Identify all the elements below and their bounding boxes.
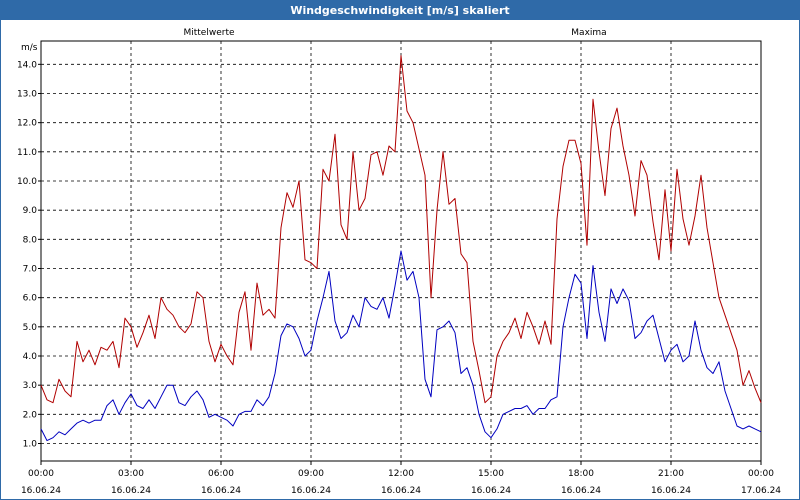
series-lines [40,55,762,442]
x-tick-date: 17.06.24 [741,486,781,496]
y-tick-label: 5.0 [23,323,38,333]
x-tick-time: 06:00 [208,469,234,479]
legend-mittelwerte: Mittelwerte [183,28,234,38]
y-tick-label: 14.0 [17,60,37,70]
y-tick-label: 4.0 [23,352,38,362]
x-tick-date: 16.06.24 [651,486,691,496]
x-tick-time: 21:00 [658,469,684,479]
x-tick-time: 12:00 [388,469,414,479]
line-chart: m/s Mittelwerte Maxima 1.0 2.0 3.0 4.0 5.0 6.… [17,28,781,496]
x-tick-time: 00:00 [748,469,774,479]
plot-frame [40,40,762,462]
y-tick-label: 1.0 [23,440,38,450]
x-tick-date: 16.06.24 [291,486,331,496]
y-tick-label: 8.0 [23,235,38,245]
x-tick-date: 16.06.24 [201,486,241,496]
y-tick-labels: 1.0 2.0 3.0 4.0 5.0 6.0 7.0 8.0 9.0 10.0 11.0 12.0 1… [17,60,37,449]
series-line-maxima [40,55,762,404]
y-tick-label: 9.0 [23,206,38,216]
x-tick-labels: 00:00 16.06.24 03:00 16.06.24 06:00 16.06.24 0… [21,469,781,496]
x-tick-time: 03:00 [118,469,144,479]
x-tick-time: 09:00 [298,469,324,479]
x-tick-time: 18:00 [568,469,594,479]
y-tick-label: 2.0 [23,410,38,420]
y-tick-label: 12.0 [17,119,37,129]
y-tick-label: 6.0 [23,294,38,304]
y-tick-label: 7.0 [23,265,38,275]
series-line-mittelwerte [40,250,762,442]
x-tick-time: 00:00 [28,469,54,479]
x-tick-date: 16.06.24 [111,486,151,496]
y-tick-label: 10.0 [17,177,37,187]
y-tick-label: 3.0 [23,381,38,391]
axes [38,40,762,465]
x-tick-date: 16.06.24 [381,486,421,496]
y-tick-label: 11.0 [17,148,37,158]
x-tick-time: 15:00 [478,469,504,479]
x-tick-date: 16.06.24 [561,486,601,496]
y-tick-label: 13.0 [17,90,37,100]
x-tick-date: 16.06.24 [471,486,511,496]
x-tick-date: 16.06.24 [21,486,61,496]
legend-maxima: Maxima [571,28,606,38]
y-axis-label: m/s [21,43,38,53]
window-title: Windgeschwindigkeit [m/s] skaliert [1,1,799,20]
